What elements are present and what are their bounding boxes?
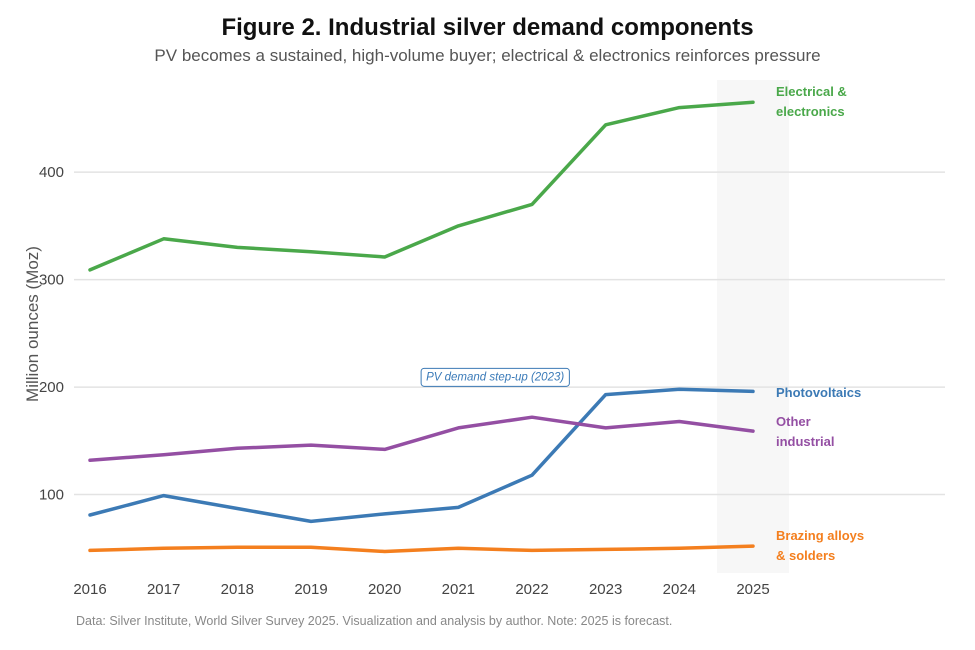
x-tick-label: 2024 [663,581,696,598]
series-line-electrical-electronics [88,100,755,272]
series-label-brazing-alloys-solders: Brazing alloys [776,528,864,543]
chart-title: Figure 2. Industrial silver demand compo… [221,14,754,41]
series-line-brazing-alloys-solders [88,544,755,554]
x-tick-label: 2019 [294,581,327,598]
x-tick-label: 2022 [515,581,548,598]
x-tick-label: 2020 [368,581,401,598]
x-tick-label: 2016 [73,581,106,598]
annotation-label: PV demand step-up (2023) [426,371,564,383]
annotation-box [420,367,570,387]
x-tick-label: 2023 [589,581,622,598]
forecast-band [717,80,789,573]
y-tick-label: 300 [39,272,64,289]
y-tick-label: 400 [39,164,64,181]
series-line-other-industrial [88,415,755,462]
x-tick-label: 2021 [442,581,475,598]
series-label-photovoltaics: Photovoltaics [776,385,861,400]
x-tick-label: 2025 [736,581,769,598]
y-tick-label: 200 [39,379,64,396]
y-tick-label: 100 [39,487,64,504]
series-label-other-industrial: industrial [776,434,835,449]
series-line-photovoltaics [88,387,755,524]
series-label-electrical-electronics: electronics [776,104,845,119]
y-axis-label: Million ounces (Moz) [23,246,42,402]
series-label-other-industrial: Other [776,414,811,429]
series-label-brazing-alloys-solders: & solders [776,548,835,563]
series-label-electrical-electronics: Electrical & [776,84,847,99]
x-tick-label: 2017 [147,581,180,598]
x-tick-label: 2018 [221,581,254,598]
source-caption: Data: Silver Institute, World Silver Sur… [76,614,673,628]
chart-subtitle: PV becomes a sustained, high-volume buye… [154,46,821,65]
